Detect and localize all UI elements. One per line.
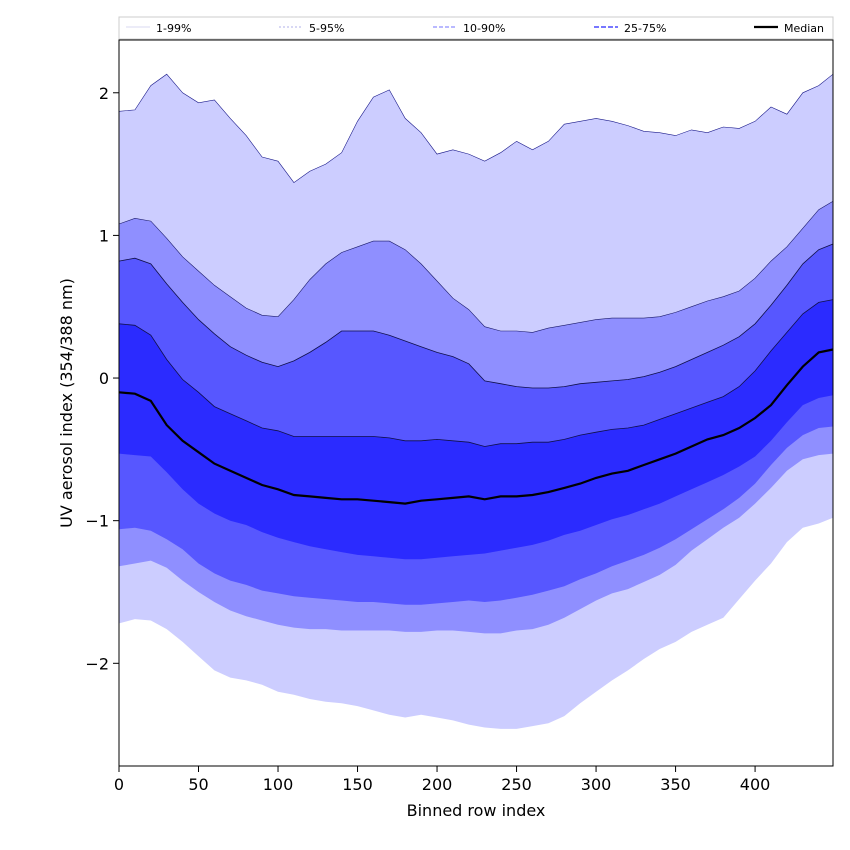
median-line <box>118 348 834 505</box>
edge-10-90-upper <box>118 243 834 389</box>
legend-label: 1-99% <box>156 22 191 35</box>
y-axis-ticks: 2 1 0 −1 −2 <box>85 84 119 673</box>
y-axis-label: UV aerosol index (354/388 nm) <box>57 278 76 528</box>
percentile-bands <box>118 73 834 729</box>
edge-25-75-upper <box>118 299 834 447</box>
legend-label: 25-75% <box>624 22 666 35</box>
x-tick-label: 300 <box>581 775 612 794</box>
x-axis-ticks: 0 50 100 150 200 250 300 350 400 <box>114 766 770 794</box>
plot-frame <box>118 39 834 767</box>
x-tick-label: 50 <box>188 775 208 794</box>
x-tick-label: 400 <box>740 775 771 794</box>
y-tick-label: −2 <box>85 654 109 673</box>
x-tick-label: 350 <box>660 775 691 794</box>
x-tick-label: 200 <box>422 775 453 794</box>
y-tick-label: 2 <box>99 84 109 103</box>
x-tick-label: 150 <box>342 775 373 794</box>
x-axis-label: Binned row index <box>407 801 546 820</box>
y-tick-label: 1 <box>99 226 109 245</box>
legend-frame <box>118 16 834 40</box>
legend-label: 10-90% <box>463 22 505 35</box>
legend-label: Median <box>784 22 824 35</box>
y-tick-label: −1 <box>85 512 109 531</box>
edge-5-95-upper <box>118 200 834 333</box>
x-tick-label: 100 <box>263 775 294 794</box>
legend: 1-99% 5-95% 10-90% 25-75% Median <box>118 16 834 40</box>
legend-label: 5-95% <box>309 22 344 35</box>
x-tick-label: 250 <box>501 775 532 794</box>
y-tick-label: 0 <box>99 369 109 388</box>
legend-items: 1-99% 5-95% 10-90% 25-75% Median <box>126 22 824 35</box>
x-tick-label: 0 <box>114 775 124 794</box>
edge-1-99-upper <box>118 73 834 184</box>
median-layer <box>118 348 834 505</box>
